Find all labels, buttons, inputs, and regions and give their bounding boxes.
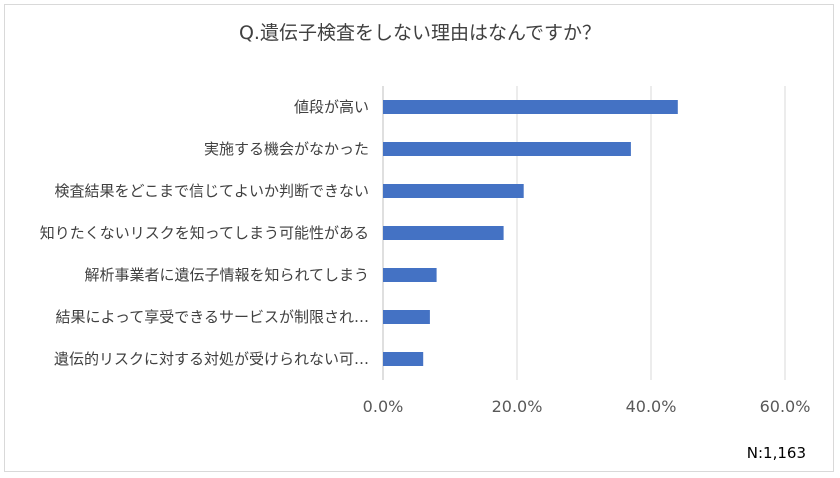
category-label: 検査結果をどこまで信じてよいか判断できない [54,182,369,200]
x-tick-label: 40.0% [626,397,677,416]
x-tick-label: 20.0% [492,397,543,416]
category-labels: 値段が高い実施する機会がなかった検査結果をどこまで信じてよいか判断できない知りた… [40,98,369,368]
x-tick-label: 60.0% [760,397,811,416]
category-label: 値段が高い [294,98,369,116]
chart-title: Q.遺伝子検査をしない理由はなんですか？ [238,22,602,44]
x-tick-label: 0.0% [363,397,404,416]
bar [383,142,631,156]
category-label: 解析事業者に遺伝子情報を知られてしまう [84,266,369,284]
x-axis-ticks: 0.0% 20.0% 40.0% 60.0% [363,397,811,416]
bar [383,310,430,324]
bar [383,100,678,114]
bar [383,184,524,198]
bar [383,268,437,282]
category-label: 実施する機会がなかった [204,140,369,158]
bar [383,352,424,366]
bars [383,100,678,366]
category-label: 遺伝的リスクに対する対処が受けられない可… [54,350,369,368]
bar [383,226,504,240]
category-label: 知りたくないリスクを知ってしまう可能性がある [40,224,369,242]
sample-size-note: N:1,163 [746,444,806,462]
category-label: 結果によって享受できるサービスが制限され… [55,308,369,326]
